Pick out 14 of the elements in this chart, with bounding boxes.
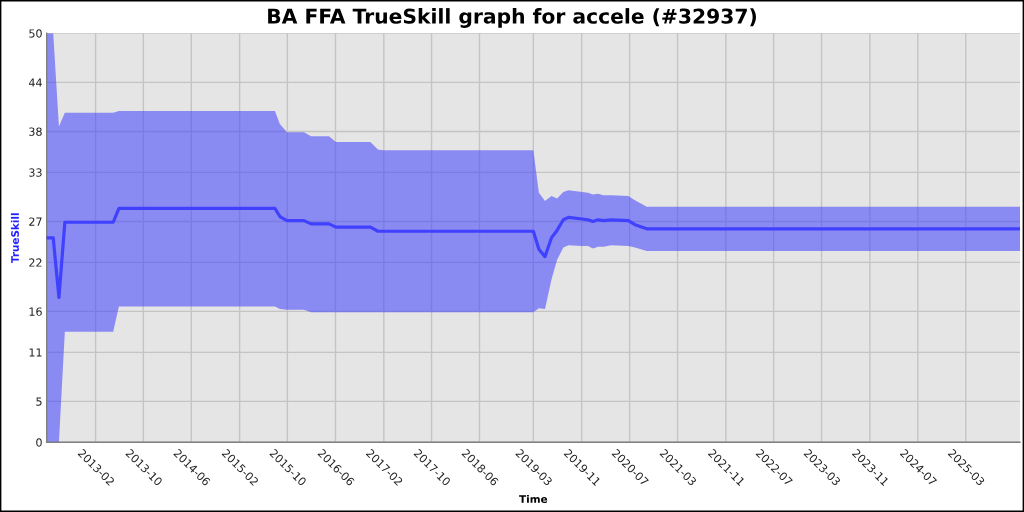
y-tick-label: 50 bbox=[29, 29, 42, 38]
chart-title: BA FFA TrueSkill graph for accele (#32937) bbox=[268, 8, 756, 28]
y-tick-label: 44 bbox=[28, 78, 42, 87]
line-series bbox=[46, 206, 1020, 300]
x-axis-title: Time bbox=[519, 494, 548, 504]
y-tick-label: 22 bbox=[29, 258, 42, 267]
y-axis-title: TrueSkill bbox=[10, 213, 19, 264]
y-tick-label: 5 bbox=[36, 397, 42, 406]
y-tick-label: 27 bbox=[29, 217, 42, 226]
y-tick-label: 16 bbox=[29, 307, 42, 316]
y-tick-label: 38 bbox=[29, 127, 42, 136]
y-tick-label: 11 bbox=[29, 348, 42, 357]
y-tick-label: 33 bbox=[29, 168, 42, 177]
y-tick-label: 0 bbox=[36, 438, 42, 447]
